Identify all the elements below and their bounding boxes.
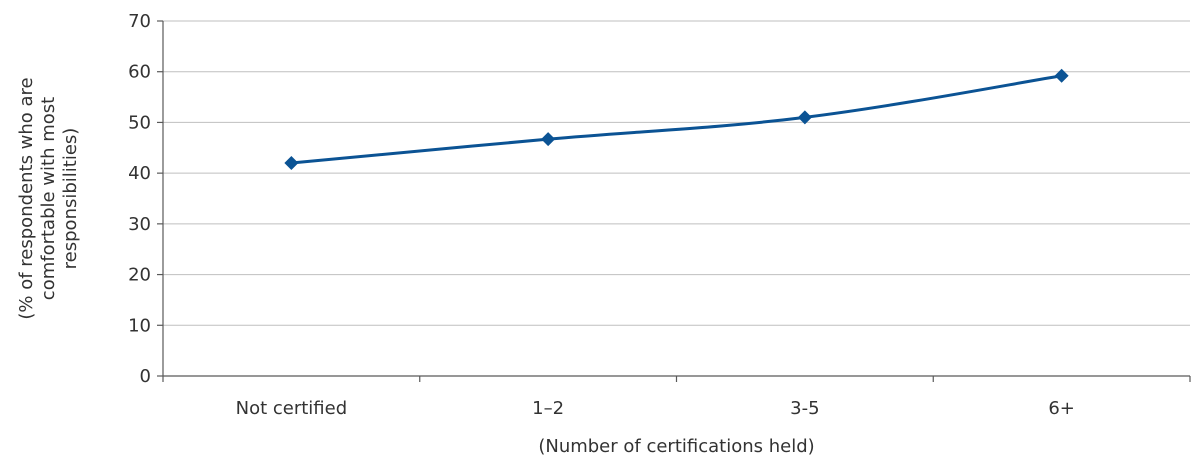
y-tick-label: 70 — [128, 11, 151, 32]
y-tick-label: 10 — [128, 315, 151, 336]
series-line — [289, 74, 1064, 165]
labels: 0 10 20 30 40 50 60 70 Not certified 1–2 3-5 6+ (Num… — [16, 11, 1075, 457]
y-axis-title-line: responsibilities) — [60, 128, 81, 270]
y-axis-title: (% of respondents who arecomfortable wit… — [16, 77, 81, 319]
data-point-marker — [1054, 68, 1069, 83]
y-axis-title-line: (% of respondents who are — [16, 77, 37, 319]
x-axis-title: (Number of certifications held) — [538, 436, 814, 457]
series-group — [284, 68, 1069, 170]
data-point-marker — [797, 110, 812, 125]
x-category-label: 1–2 — [532, 398, 564, 419]
data-point-marker — [541, 132, 556, 147]
y-tick-label: 0 — [140, 366, 151, 387]
y-tick-label: 40 — [128, 163, 151, 184]
x-category-label: Not certified — [236, 398, 348, 419]
y-tick-label: 30 — [128, 214, 151, 235]
x-category-label: 3-5 — [790, 398, 819, 419]
gridlines — [163, 20, 1190, 326]
y-tick-label: 20 — [128, 265, 151, 286]
axes — [157, 20, 1191, 382]
y-tick-label: 60 — [128, 62, 151, 83]
y-axis-title-line: comfortable with most — [38, 97, 59, 300]
data-point-marker — [284, 156, 299, 170]
x-category-label: 6+ — [1048, 398, 1075, 419]
y-tick-label: 50 — [128, 112, 151, 133]
